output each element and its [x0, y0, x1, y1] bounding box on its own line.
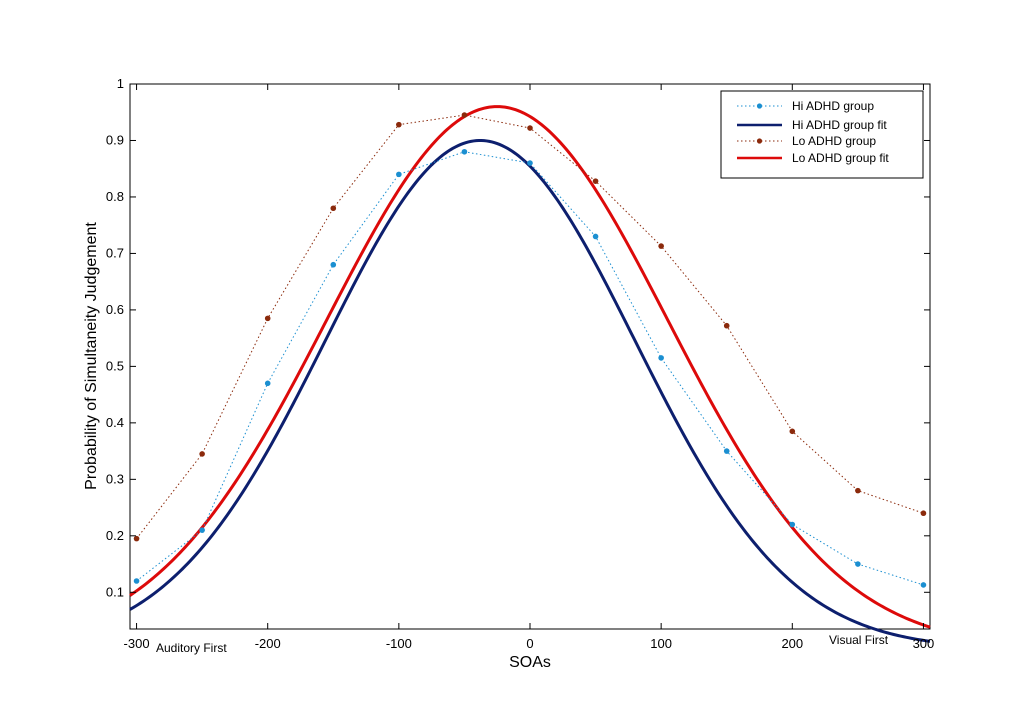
legend-box: [720, 90, 924, 179]
x-tick-label: -200: [255, 636, 281, 651]
data-point: [264, 315, 271, 322]
y-tick-label: 0.5: [106, 358, 124, 373]
data-point: [658, 355, 664, 361]
y-tick-label: 0.7: [106, 245, 124, 260]
data-point: [199, 451, 205, 457]
y-tick-label: 0.6: [106, 302, 124, 317]
x-tick-label: 100: [650, 636, 672, 651]
data-point: [658, 243, 664, 249]
data-point: [789, 428, 796, 435]
x-axis-title: SOAs: [509, 654, 551, 671]
x-tick-label: 300: [913, 636, 935, 651]
fit-line-1: [129, 138, 931, 643]
data-point: [527, 125, 533, 131]
annotation-auditory-first: Auditory First: [156, 641, 227, 655]
legend-marker-hi-data: [756, 103, 763, 109]
data-point: [133, 578, 140, 584]
y-tick-label: 0.3: [106, 471, 124, 486]
data-point: [855, 487, 861, 494]
data-point: [461, 148, 468, 155]
legend-label-hi-data: Hi ADHD group: [792, 99, 874, 113]
data-point: [133, 535, 140, 542]
annotation-visual-first: Visual First: [829, 633, 889, 647]
data-point: [723, 448, 730, 454]
data-point: [855, 561, 861, 567]
legend: Hi ADHD group Hi ADHD group fit Lo ADHD …: [720, 90, 924, 179]
data-line-0: [136, 151, 924, 586]
fit-line-3: [129, 105, 931, 629]
data-point: [199, 527, 205, 533]
data-series: [133, 112, 927, 588]
y-axis-title: Probability of Simultaneity Judgement: [83, 222, 100, 490]
legend-label-lo-fit: Lo ADHD group fit: [792, 151, 889, 165]
y-tick-label: 0.9: [106, 132, 124, 147]
x-tick-label: -100: [386, 636, 412, 651]
legend-label-hi-fit: Hi ADHD group fit: [792, 118, 887, 132]
x-tick-label: 0: [526, 636, 533, 651]
data-point: [264, 380, 271, 387]
y-tick-label: 0.4: [106, 415, 124, 430]
data-point: [396, 121, 402, 128]
data-point: [330, 205, 337, 212]
data-point: [330, 261, 337, 268]
data-point: [461, 112, 468, 118]
data-point: [723, 322, 730, 329]
data-point: [592, 178, 599, 184]
data-point: [592, 233, 599, 240]
axis-ticks: -300 -200 -100 0 100 200 300 0.1 0.2 0.3 0.4 0.5 0.6…: [106, 76, 934, 651]
y-tick-label: 0.1: [106, 584, 124, 599]
data-point: [527, 160, 533, 166]
data-point: [920, 582, 927, 588]
y-tick-label: 0.2: [106, 528, 124, 543]
legend-marker-lo-data: [756, 138, 763, 144]
data-point: [789, 521, 796, 528]
y-tick-label: 1: [117, 76, 124, 91]
data-point: [920, 510, 927, 517]
data-point: [396, 171, 402, 178]
x-tick-label: 200: [781, 636, 803, 651]
fit-curves: [129, 105, 931, 643]
y-tick-label: 0.8: [106, 189, 124, 204]
x-tick-label: -300: [124, 636, 150, 651]
legend-label-lo-data: Lo ADHD group: [792, 134, 876, 148]
